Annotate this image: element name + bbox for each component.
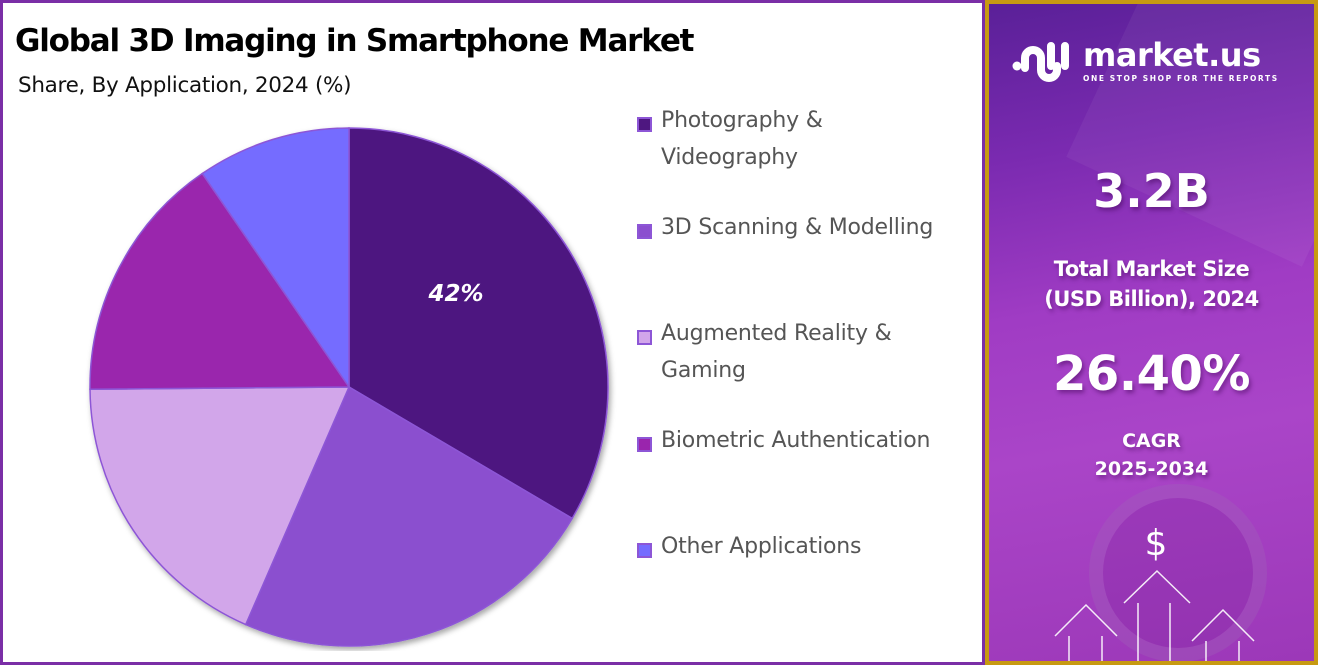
- cagr-label: CAGR 2025-2034: [989, 427, 1314, 483]
- market-size-label: Total Market Size (USD Billion), 2024: [989, 254, 1314, 314]
- chart-subtitle: Share, By Application, 2024 (%): [18, 73, 352, 98]
- chart-panel: Global 3D Imaging in Smartphone Market S…: [0, 0, 985, 665]
- market-size-label-line2: (USD Billion), 2024: [1044, 287, 1259, 311]
- pie-data-label: 42%: [428, 281, 484, 307]
- dollar-sign-icon: $: [1145, 523, 1168, 564]
- pie-slice-biometric-authentication: [89, 172, 351, 391]
- cagr-period: 2025-2034: [1094, 458, 1209, 480]
- market-us-logo-icon: [1012, 42, 1069, 82]
- legend-swatch: [637, 437, 652, 452]
- legend-swatch: [637, 543, 652, 558]
- legend-label: 3D Scanning & Modelling: [661, 215, 934, 240]
- pie-slice-other-applications: [201, 127, 350, 390]
- legend-item-3d-scanning: 3D Scanning & Modelling: [637, 215, 933, 246]
- pie-slice-photography-videography: [348, 127, 609, 520]
- legend-swatch: [637, 117, 652, 132]
- chart-title: Global 3D Imaging in Smartphone Market: [15, 23, 694, 59]
- legend-label-line2: Gaming: [661, 358, 746, 383]
- legend-swatch: [637, 224, 652, 239]
- legend-item-biometric: Biometric Authentication: [637, 428, 930, 459]
- legend-label-line2: Videography: [661, 145, 798, 170]
- legend-label: Biometric Authentication: [661, 428, 931, 453]
- pie-chart: [89, 127, 609, 647]
- pie-slice-3d-scanning-modelling: [244, 385, 574, 647]
- cagr-value: 26.40%: [1053, 346, 1250, 402]
- cagr-label-line1: CAGR: [1122, 430, 1181, 452]
- market-size-label-line1: Total Market Size: [1053, 257, 1250, 281]
- legend-item-photography: Photography & Videography: [637, 108, 823, 176]
- legend-label: Photography &: [661, 108, 823, 133]
- brand-logo: market.us ONE STOP SHOP FOR THE REPORTS: [1011, 36, 1279, 86]
- legend-swatch: [637, 330, 652, 345]
- brand-tagline: ONE STOP SHOP FOR THE REPORTS: [1083, 74, 1279, 83]
- summary-panel: market.us ONE STOP SHOP FOR THE REPORTS …: [985, 0, 1318, 665]
- market-size-value: 3.2B: [1093, 164, 1210, 218]
- legend-item-other: Other Applications: [637, 534, 861, 565]
- legend-label: Other Applications: [661, 534, 862, 559]
- brand-name: market.us: [1083, 36, 1261, 74]
- growth-arrows-icon: $: [1054, 523, 1255, 661]
- legend-label: Augmented Reality &: [661, 321, 892, 346]
- legend-item-augmented-reality: Augmented Reality & Gaming: [637, 321, 892, 389]
- pie-slice-augmented-reality-gaming: [89, 386, 351, 626]
